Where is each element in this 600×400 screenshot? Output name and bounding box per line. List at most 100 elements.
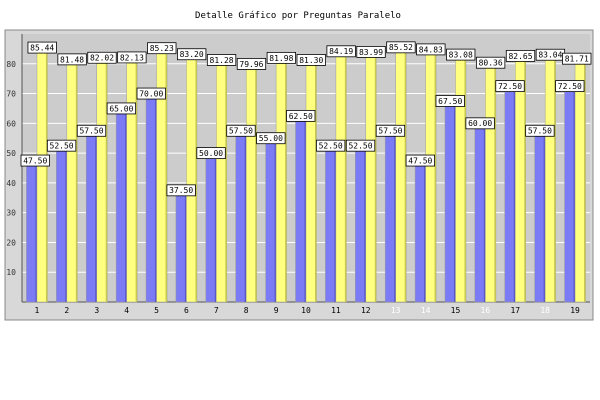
bar [245, 63, 257, 303]
x-tick-label: 18 [540, 306, 550, 315]
data-label: 47.50 [408, 156, 432, 165]
data-label: 83.99 [359, 48, 383, 57]
bar-edge [404, 47, 407, 303]
bar [485, 62, 497, 303]
data-label-box [117, 51, 147, 64]
data-label: 67.50 [438, 97, 462, 106]
data-label: 81.71 [565, 55, 589, 64]
bar [455, 54, 467, 303]
x-tick-label: 8 [244, 306, 249, 315]
data-label: 55.00 [259, 134, 283, 143]
data-label: 50.00 [199, 149, 223, 158]
bar [96, 57, 108, 303]
x-tick-label: 19 [570, 306, 580, 315]
x-tick-label: 1 [35, 306, 40, 315]
bar [265, 137, 277, 303]
data-label-box [562, 52, 592, 65]
bar [115, 108, 127, 303]
data-label-box [177, 48, 207, 61]
bar-edge [255, 63, 257, 303]
bar-edge [374, 51, 377, 302]
bar-edge [165, 48, 168, 303]
data-label-box [206, 54, 237, 66]
bar-edge [453, 101, 456, 302]
data-label: 52.50 [348, 142, 372, 151]
bar-edge [364, 145, 366, 302]
data-label-box [236, 57, 267, 70]
data-label: 62.50 [289, 112, 313, 121]
data-label: 57.50 [79, 127, 103, 136]
bar-edge [464, 54, 466, 302]
bar [275, 57, 287, 303]
data-label: 81.28 [210, 56, 234, 65]
data-label: 57.50 [528, 127, 552, 136]
bar-edge [45, 47, 48, 302]
bar-edge [334, 145, 336, 302]
bar-edge [304, 115, 306, 302]
bar-edge [424, 160, 426, 302]
bar-edge [35, 160, 37, 302]
x-tick-label: 7 [214, 306, 219, 315]
bar [156, 47, 168, 303]
bar-edge [274, 138, 277, 302]
data-label-box [356, 45, 386, 58]
data-label-box [446, 48, 476, 61]
data-label: 82.02 [90, 54, 114, 63]
data-label: 72.50 [498, 82, 522, 91]
data-label-box [386, 41, 416, 54]
bar-edge [214, 153, 217, 302]
bar [186, 53, 198, 303]
bar [564, 85, 576, 303]
bar [175, 190, 187, 303]
bar [544, 54, 556, 303]
bar [384, 130, 396, 303]
bar [216, 59, 228, 303]
bar-edge [195, 54, 197, 303]
data-label-box [405, 154, 435, 167]
data-label-box [57, 53, 87, 66]
data-label: 83.08 [449, 51, 473, 60]
x-tick-label: 15 [451, 306, 461, 315]
x-tick-label: 4 [124, 306, 129, 315]
bar-edge [155, 93, 157, 302]
bar-edge [483, 123, 486, 302]
data-label-box [226, 124, 256, 137]
bar [26, 160, 38, 303]
bar [504, 85, 516, 303]
data-label: 60.00 [468, 119, 492, 128]
data-label-box [27, 41, 57, 54]
data-label: 47.50 [23, 156, 47, 165]
data-label: 80.36 [479, 59, 503, 68]
bar-edge [225, 59, 227, 303]
x-tick-label: 5 [154, 306, 159, 315]
data-label: 81.30 [299, 56, 323, 65]
data-label: 84.83 [419, 45, 443, 54]
bar-edge [344, 51, 347, 302]
data-label-box [315, 139, 346, 152]
x-tick-label: 3 [94, 306, 99, 315]
y-tick-label: 40 [6, 179, 16, 188]
data-label-box [326, 45, 356, 58]
data-label: 83.04 [538, 51, 562, 60]
data-label: 85.52 [389, 43, 413, 52]
data-label-box [196, 147, 226, 160]
data-label-box [46, 139, 77, 152]
y-tick-label: 80 [6, 60, 16, 69]
bar-edge [135, 57, 138, 302]
bar [85, 130, 97, 303]
data-label: 52.50 [319, 142, 343, 151]
bar [205, 152, 217, 303]
bar-edge [434, 49, 437, 302]
data-label: 65.00 [109, 104, 133, 113]
x-tick-label: 13 [391, 306, 401, 315]
data-label-box [416, 43, 446, 56]
bar [36, 47, 48, 303]
data-label-box [475, 56, 506, 69]
bar [534, 130, 546, 303]
bar [355, 145, 367, 303]
bar-edge [184, 190, 187, 302]
bar-edge [554, 54, 556, 302]
data-label-box [76, 124, 107, 137]
